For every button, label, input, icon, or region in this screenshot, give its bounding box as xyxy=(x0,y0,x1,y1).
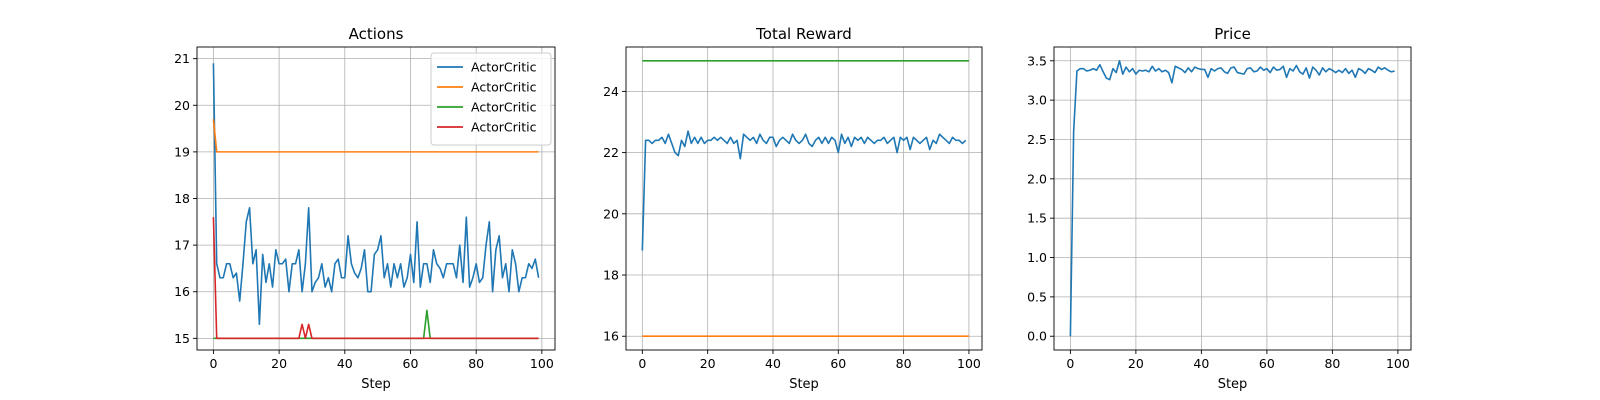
y-tick-label: 2.0 xyxy=(1027,171,1047,186)
x-tick-label: 100 xyxy=(957,356,981,371)
legend-label: ActorCritic xyxy=(471,60,537,75)
y-tick-label: 18 xyxy=(603,268,619,283)
series-line-4 xyxy=(212,217,539,340)
y-tick-label: 3.0 xyxy=(1027,93,1047,108)
x-tick-label: 0 xyxy=(209,356,217,371)
chart-panel-2: 0 20 40 60 80 100 16 18 20 22 24 Total Reward Step xyxy=(603,25,983,392)
legend-label: ActorCritic xyxy=(471,80,537,95)
series-line-1 xyxy=(641,130,967,251)
x-tick-label: 20 xyxy=(700,356,716,371)
y-tick-label: 24 xyxy=(603,84,619,99)
y-tick-label: 3.5 xyxy=(1027,53,1047,68)
y-tick-label: 15 xyxy=(174,331,190,346)
y-tick-label: 17 xyxy=(174,238,190,253)
chart-title: Total Reward xyxy=(755,25,852,43)
x-tick-label: 80 xyxy=(1324,356,1340,371)
y-tick-label: 0.5 xyxy=(1027,289,1047,304)
x-tick-label: 0 xyxy=(1066,356,1074,371)
x-axis-label: Step xyxy=(789,377,819,392)
y-tick-label: 2.5 xyxy=(1027,132,1047,147)
x-tick-label: 40 xyxy=(1193,356,1209,371)
y-tick-label: 1.0 xyxy=(1027,250,1047,265)
x-tick-label: 0 xyxy=(638,356,646,371)
series-line-3 xyxy=(213,309,539,340)
y-tick-label: 1.5 xyxy=(1027,211,1047,226)
legend-label: ActorCritic xyxy=(471,120,537,135)
y-tick-label: 16 xyxy=(603,329,619,344)
x-tick-label: 20 xyxy=(271,356,287,371)
series-line-1 xyxy=(1069,59,1395,337)
x-tick-label: 20 xyxy=(1128,356,1144,371)
chart-title: Price xyxy=(1214,25,1251,43)
chart-panel-1: 0 20 40 60 80 100 15 16 17 18 19 20 21 Actions Step Act… xyxy=(174,25,556,392)
chart-title: Actions xyxy=(349,25,404,43)
y-tick-label: 21 xyxy=(174,51,190,66)
series-line-2 xyxy=(212,119,539,153)
x-axis-label: Step xyxy=(361,377,391,392)
y-tick-label: 18 xyxy=(174,191,190,206)
y-tick-label: 20 xyxy=(603,206,619,221)
x-tick-label: 60 xyxy=(1259,356,1275,371)
x-tick-label: 60 xyxy=(403,356,419,371)
series-line-1 xyxy=(212,63,540,326)
legend-box xyxy=(430,52,552,146)
y-tick-label: 20 xyxy=(174,98,190,113)
y-tick-label: 0.0 xyxy=(1027,329,1047,344)
y-tick-label: 22 xyxy=(603,145,619,160)
x-tick-label: 40 xyxy=(765,356,781,371)
x-axis-label: Step xyxy=(1218,377,1248,392)
axes-frame xyxy=(1053,46,1412,351)
x-tick-label: 60 xyxy=(830,356,846,371)
y-tick-label: 16 xyxy=(174,284,190,299)
x-tick-label: 80 xyxy=(896,356,912,371)
x-tick-label: 40 xyxy=(337,356,353,371)
legend-label: ActorCritic xyxy=(471,100,537,115)
chart-panel-3: 0 20 40 60 80 100 0.0 0.5 1.0 1.5 2.0 2.5 3.0 3.5 Pric… xyxy=(1027,25,1412,392)
x-tick-label: 100 xyxy=(530,356,554,371)
x-tick-label: 80 xyxy=(468,356,484,371)
axes-frame xyxy=(625,46,983,351)
legend: ActorCritic ActorCritic ActorCritic ActorCr… xyxy=(430,52,552,146)
y-tick-label: 19 xyxy=(174,144,190,159)
x-tick-label: 100 xyxy=(1386,356,1410,371)
